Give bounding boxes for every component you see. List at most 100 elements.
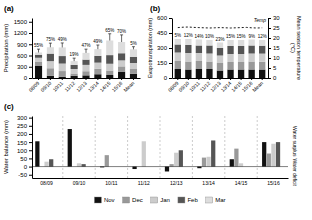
- bar: [196, 69, 202, 78]
- bar: [132, 167, 136, 169]
- axis-line: [172, 19, 173, 79]
- bar: [227, 62, 233, 70]
- group-divider: [224, 116, 225, 178]
- bar: [71, 69, 78, 74]
- tick-mark: [241, 78, 242, 80]
- bar-annotation: 10%: [205, 34, 214, 39]
- bar: [239, 163, 243, 166]
- bar: [217, 63, 223, 71]
- tick-label: 10/11: [51, 80, 64, 93]
- tick: 0: [268, 75, 277, 81]
- tick-mark: [230, 78, 231, 80]
- bar-annotation: 47%: [81, 43, 90, 48]
- tick-label: 15/16: [267, 180, 280, 186]
- tick-mark: [74, 78, 75, 80]
- group-divider: [62, 116, 63, 178]
- bar: [175, 61, 181, 69]
- axis-title: Precipitation (mm): [3, 24, 9, 73]
- bar: [47, 61, 54, 68]
- tick-label: 08/09: [40, 180, 53, 186]
- bar: [238, 62, 244, 70]
- error-bar: [61, 43, 64, 48]
- tick: 15/16: [110, 78, 123, 93]
- bar: [81, 164, 85, 166]
- tick-mark: [29, 67, 32, 68]
- tick: 50: [20, 156, 32, 162]
- tick: 300: [17, 115, 32, 121]
- tick: 1500: [14, 19, 32, 25]
- tick-mark: [29, 44, 32, 45]
- bar: [82, 75, 89, 78]
- bar: [130, 49, 137, 57]
- bar: [82, 60, 89, 65]
- tick: 09/10: [73, 178, 86, 186]
- bar: [234, 149, 238, 167]
- tick-label: 50: [20, 156, 27, 162]
- tick-mark: [29, 175, 32, 176]
- tick: 0: [164, 75, 172, 81]
- legend-item: Mar: [206, 197, 226, 203]
- bar: [196, 40, 202, 46]
- tick-mark: [209, 78, 210, 80]
- bar: [206, 54, 212, 62]
- tick-label: Mean: [122, 80, 135, 93]
- legend-item: Jan: [151, 197, 170, 203]
- tick-mark: [169, 48, 172, 49]
- bar-annotation: 5%: [175, 33, 182, 38]
- tick: 14/15: [235, 178, 248, 186]
- error-bar: [73, 58, 76, 61]
- x-axis: 08/0909/1010/1111/1212/1313/1414/1515/16: [33, 178, 289, 186]
- bar: [49, 159, 53, 166]
- bar: [185, 53, 191, 62]
- bar: [259, 54, 265, 62]
- tick: 11/12: [63, 78, 76, 93]
- bar: [175, 69, 181, 78]
- panel: -5005010015020025030008/0909/1010/1111/1…: [17, 115, 298, 187]
- bar: [71, 65, 78, 69]
- bar: [174, 153, 178, 167]
- bar-annotation: 70%: [117, 29, 126, 34]
- bar: [118, 42, 125, 53]
- tick: 900: [17, 42, 32, 48]
- tick-label: 30: [273, 15, 280, 21]
- bar: [59, 64, 66, 72]
- tick-mark: [268, 48, 271, 49]
- tick-mark: [29, 158, 32, 159]
- error-bar: [132, 47, 135, 50]
- bar: [130, 57, 137, 63]
- bar: [202, 158, 206, 167]
- legend-label: Feb: [187, 197, 198, 203]
- tick-mark: [29, 134, 32, 135]
- tick-label: 15/16: [110, 80, 123, 93]
- tick-mark: [169, 18, 172, 19]
- plot-area: [35, 34, 137, 78]
- tick-mark: [220, 78, 221, 80]
- tick-mark: [268, 68, 271, 69]
- bar: [196, 61, 202, 69]
- plot-area: [175, 27, 266, 78]
- tick-label: 10: [273, 55, 280, 61]
- bar: [71, 74, 78, 76]
- bar-annotation: 75%: [46, 37, 55, 42]
- tick-mark: [29, 22, 32, 23]
- bar: [106, 75, 113, 78]
- bar: [238, 70, 244, 79]
- tick-mark: [262, 78, 263, 80]
- error-bar: [120, 35, 123, 42]
- tick: 600: [17, 53, 32, 59]
- bar: [47, 68, 54, 76]
- tick-mark: [268, 58, 271, 59]
- bar: [267, 154, 271, 167]
- bar: [94, 74, 101, 78]
- tick-label: 150: [17, 140, 28, 146]
- tick: 10: [268, 55, 280, 61]
- tick-label: 12/13: [75, 80, 88, 93]
- tick-label: 1200: [14, 30, 28, 36]
- tick: 25: [268, 25, 280, 31]
- bar: [118, 53, 125, 60]
- bar: [59, 47, 66, 56]
- tick-label: 10/11: [105, 180, 117, 186]
- tick: 300: [17, 64, 32, 70]
- tick-mark: [268, 38, 271, 39]
- bar: [196, 53, 202, 61]
